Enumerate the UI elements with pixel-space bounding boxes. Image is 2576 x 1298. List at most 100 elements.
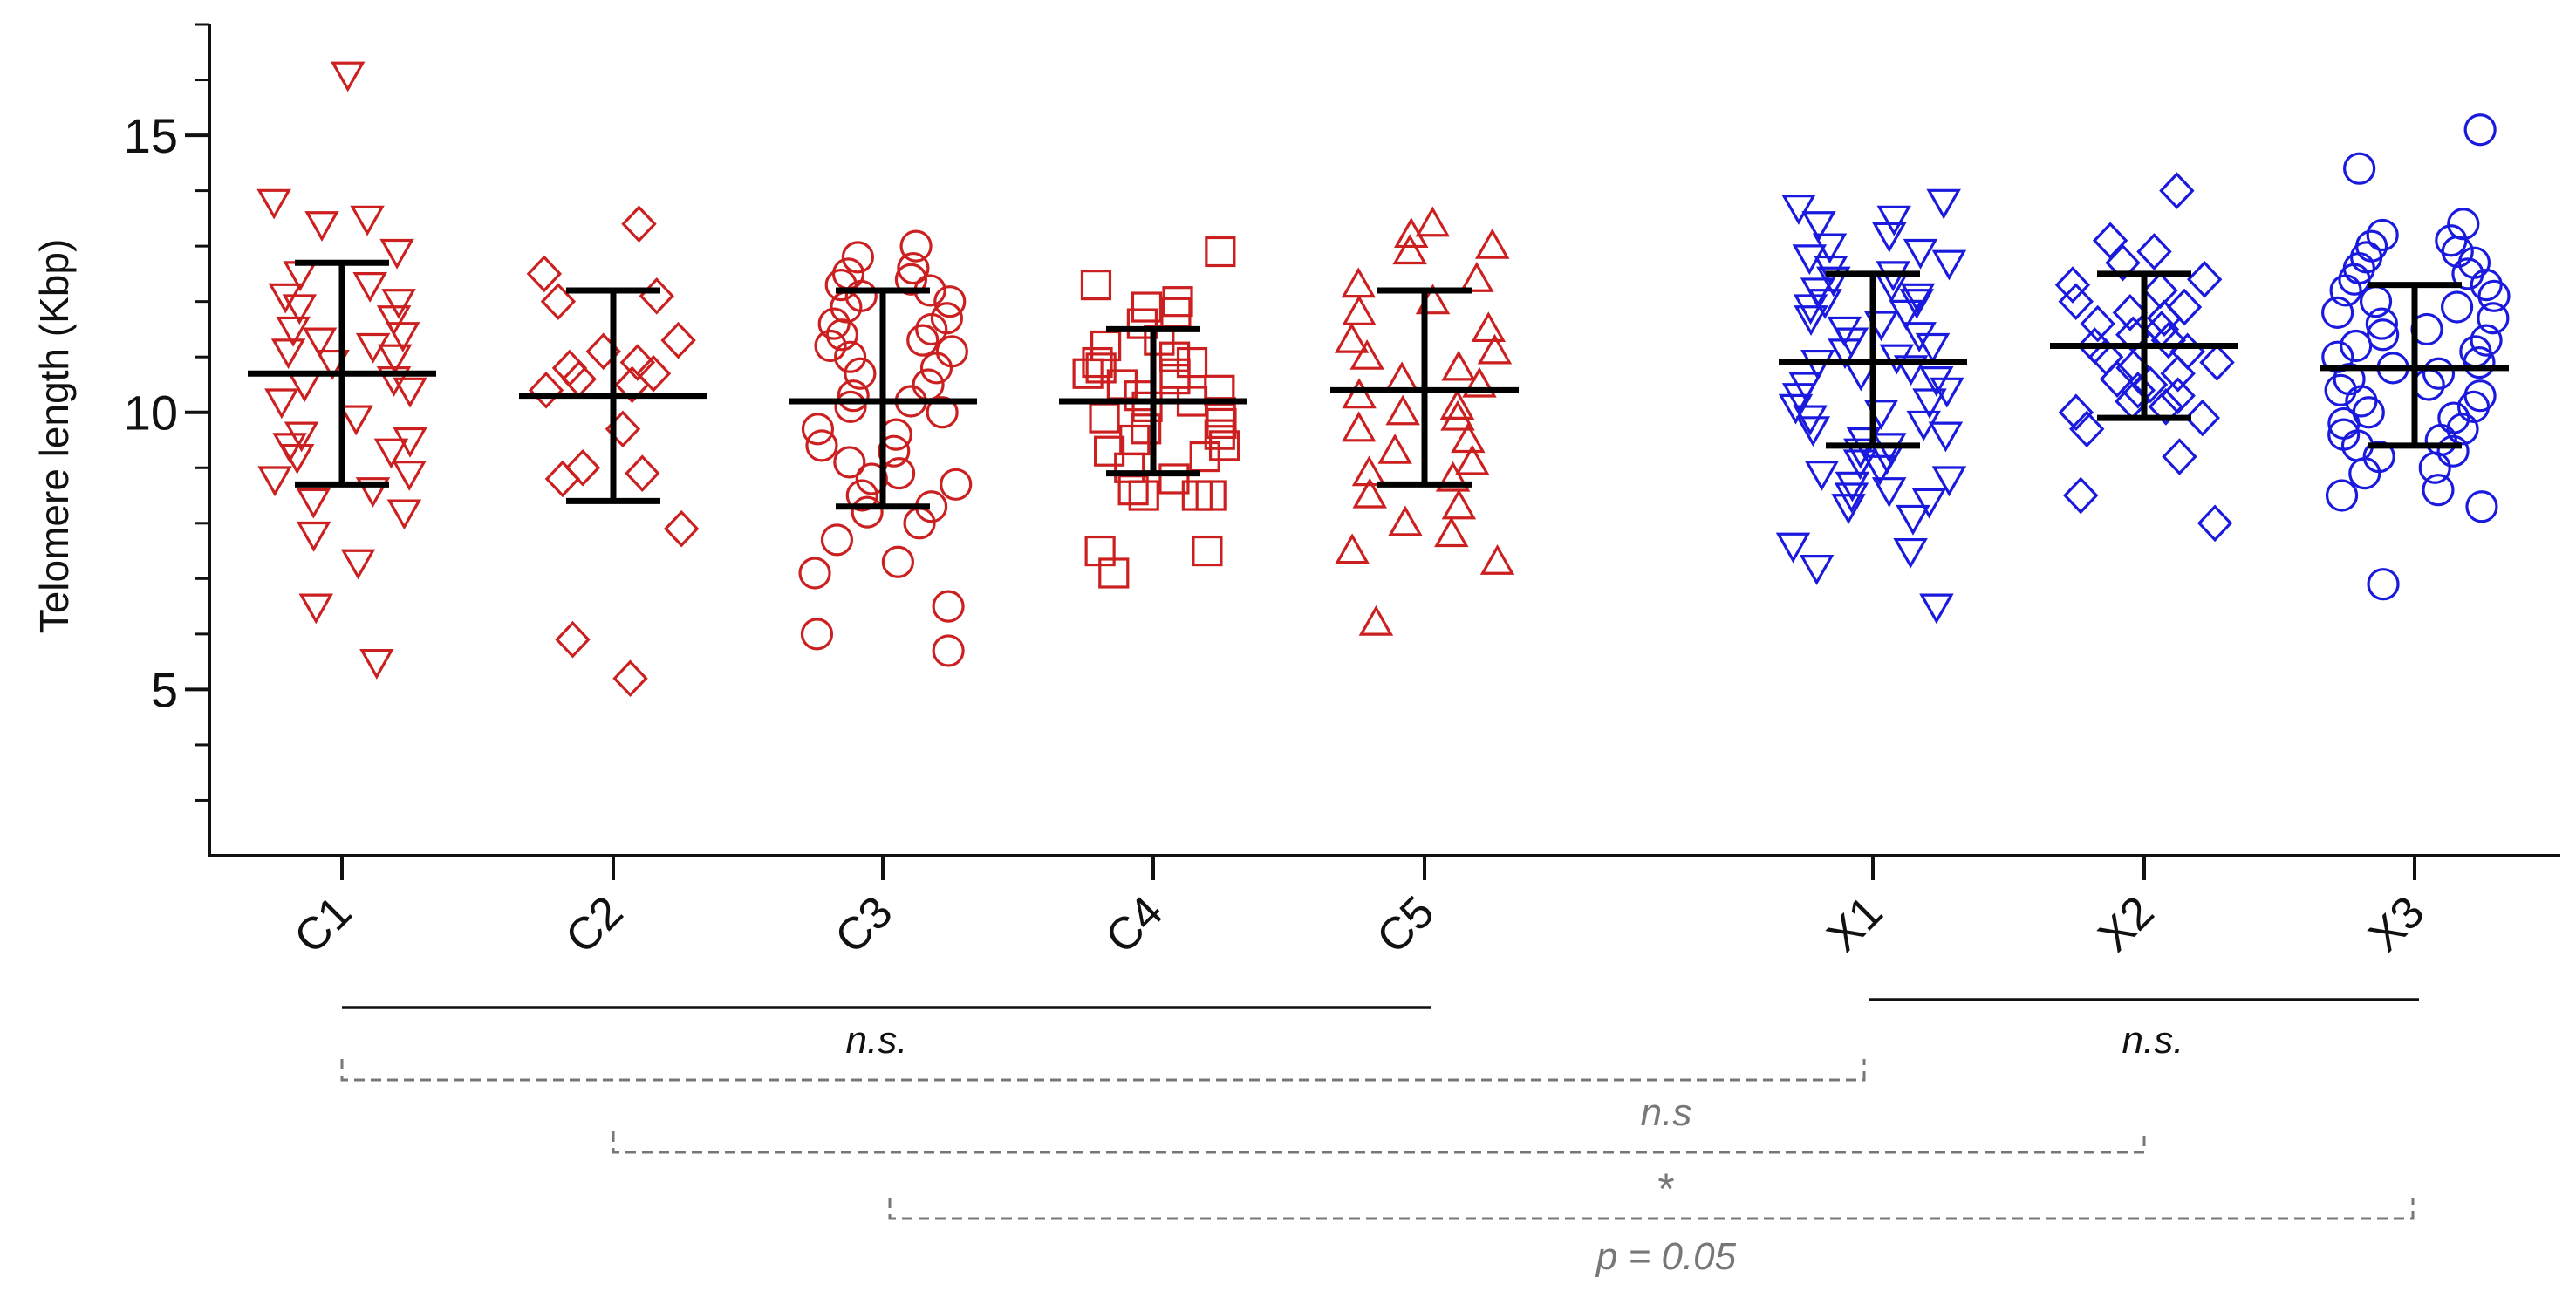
data-point	[257, 466, 292, 497]
data-point	[1814, 255, 1848, 286]
data-point	[1795, 416, 1831, 447]
data-point	[1159, 364, 1191, 395]
data-point	[878, 434, 911, 468]
data-point	[899, 229, 933, 263]
data-point	[2359, 285, 2393, 318]
x-category-label: X2	[2088, 886, 2163, 961]
x-ticks: C1 C2 C3 C4 C5 X1 X2 X3	[284, 856, 2434, 963]
data-point	[379, 238, 414, 270]
data-point	[800, 618, 834, 651]
data-point	[528, 371, 564, 409]
x-category-label: C2	[556, 886, 632, 963]
data-point	[1434, 516, 1469, 548]
data-point	[1351, 455, 1387, 487]
axes: 5 10 15 C1 C2 C3 C4 C5 X1 X2 X3 Telomere length (…	[31, 23, 2560, 963]
data-point	[2058, 393, 2094, 432]
data-point	[2112, 294, 2149, 331]
data-point	[933, 285, 967, 318]
data-point	[1334, 322, 1370, 353]
data-point	[386, 322, 420, 353]
data-point	[2069, 410, 2105, 448]
data-point	[1080, 270, 1112, 301]
significance-brackets: n.s. n.s. n.s * p = 0.05	[340, 998, 2419, 1278]
data-point	[2440, 290, 2474, 324]
x-category-label: C3	[825, 886, 902, 963]
data-point	[1459, 262, 1494, 292]
significance-label: n.s.	[846, 1019, 908, 1062]
data-point	[1176, 346, 1208, 379]
data-point	[1793, 294, 1828, 325]
data-point	[1931, 466, 1967, 497]
data-point	[1388, 505, 1423, 536]
data-point	[1131, 391, 1163, 422]
data-point	[350, 205, 385, 236]
data-point	[1842, 449, 1878, 481]
data-point	[376, 305, 412, 336]
data-point	[912, 368, 945, 401]
y-ticks: 5 10 15	[124, 23, 209, 802]
data-point	[1926, 188, 1961, 220]
data-point	[2184, 399, 2221, 437]
data-point	[2166, 288, 2203, 326]
data-point	[1834, 482, 1869, 514]
data-point	[330, 61, 366, 92]
data-point	[932, 590, 965, 623]
data-point	[1477, 333, 1513, 365]
significance-label: n.s	[1641, 1091, 1692, 1134]
data-point	[355, 477, 391, 508]
data-point	[2463, 345, 2496, 379]
data-point	[940, 468, 973, 501]
data-point	[376, 366, 412, 397]
data-point	[2345, 385, 2378, 418]
data-point	[2338, 263, 2371, 296]
data-point	[555, 620, 591, 659]
data-point	[270, 338, 306, 370]
y-tick-label: 15	[124, 108, 178, 163]
data-point	[1098, 557, 1130, 589]
data-point	[1930, 377, 1964, 408]
data-point	[833, 446, 866, 479]
data-point	[834, 390, 867, 423]
data-point	[1871, 477, 1907, 508]
data-point	[1208, 430, 1240, 461]
data-point	[1341, 267, 1377, 298]
data-point	[663, 509, 700, 548]
data-point	[1919, 366, 1954, 397]
data-point	[906, 324, 940, 357]
data-point	[526, 255, 563, 293]
data-point	[935, 335, 968, 368]
data-point	[1394, 217, 1429, 249]
data-point	[304, 211, 339, 242]
data-point	[256, 188, 291, 220]
data-point	[2340, 329, 2373, 363]
data-point	[2367, 568, 2400, 601]
data-point	[2148, 388, 2184, 426]
data-point	[2092, 222, 2128, 260]
data-point	[2325, 479, 2359, 512]
data-point	[1889, 299, 1923, 331]
data-point	[2324, 373, 2357, 406]
data-point	[1385, 394, 1420, 426]
data-point	[1828, 338, 1862, 370]
data-point	[1876, 205, 1911, 236]
data-point	[296, 521, 331, 552]
data-point	[1931, 249, 1967, 281]
data-point	[1781, 383, 1817, 413]
data-point	[279, 443, 315, 475]
data-point	[2465, 490, 2498, 523]
data-point	[1902, 322, 1937, 353]
data-point	[1342, 295, 1377, 325]
data-point	[2186, 260, 2223, 298]
data-point	[1899, 289, 1934, 319]
data-point	[1915, 332, 1951, 364]
data-point	[2456, 390, 2491, 423]
data-point	[1160, 297, 1192, 328]
data-point	[1843, 438, 1878, 469]
data-point	[919, 352, 953, 385]
significance-label: *	[1657, 1165, 1674, 1213]
data-point	[298, 593, 334, 625]
data-point	[619, 344, 656, 381]
data-point	[2321, 296, 2354, 329]
data-point	[1879, 344, 1915, 375]
data-point	[881, 545, 914, 578]
